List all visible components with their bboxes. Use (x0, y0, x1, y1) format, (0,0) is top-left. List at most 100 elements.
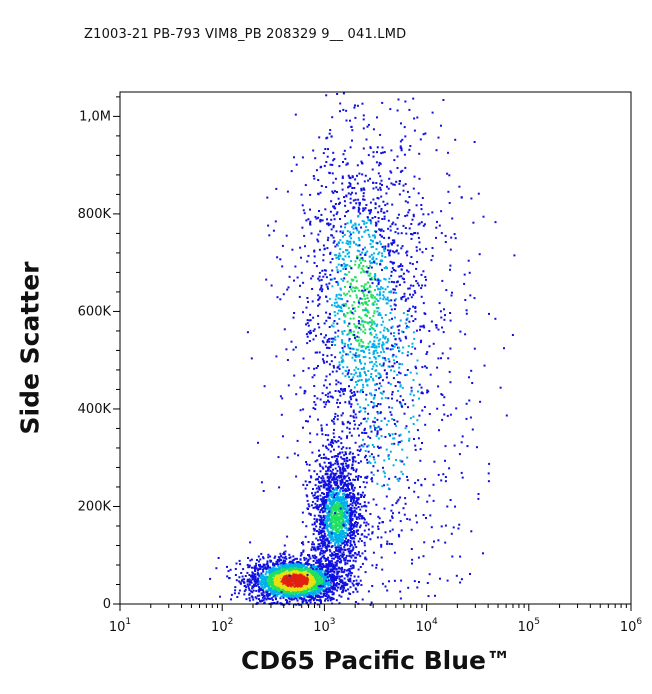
data-point (313, 261, 316, 264)
data-point (338, 391, 341, 394)
data-point (386, 327, 389, 330)
data-point (262, 587, 265, 590)
data-point (386, 338, 389, 340)
data-point (312, 338, 315, 341)
data-point (335, 506, 338, 509)
data-point (331, 531, 334, 534)
data-point (364, 298, 367, 300)
data-point (346, 548, 349, 551)
data-point (339, 510, 341, 513)
data-point (266, 560, 269, 563)
data-point (324, 589, 327, 592)
data-point (318, 463, 321, 466)
data-point (365, 509, 367, 512)
data-point (260, 552, 263, 555)
data-point (260, 592, 263, 595)
data-point (257, 555, 260, 558)
data-point (316, 473, 319, 476)
data-point (344, 314, 347, 317)
data-point (327, 525, 330, 528)
data-point (323, 582, 326, 585)
data-point (342, 495, 345, 498)
data-point (423, 223, 426, 226)
data-point (339, 270, 342, 273)
data-point (341, 575, 344, 578)
data-point (338, 580, 341, 583)
data-point (289, 576, 292, 579)
data-point (357, 299, 360, 302)
data-point (335, 526, 338, 529)
data-point (376, 299, 379, 302)
data-point (270, 597, 273, 600)
data-point (321, 581, 324, 584)
data-point (317, 485, 320, 488)
data-point (341, 553, 344, 556)
data-point (334, 190, 336, 193)
data-point (234, 586, 237, 589)
data-point (354, 310, 357, 313)
data-point (327, 487, 330, 490)
data-point (366, 297, 369, 299)
data-point (295, 574, 297, 577)
data-point (343, 559, 346, 562)
data-point (347, 588, 350, 591)
data-point (293, 565, 296, 568)
data-point (332, 492, 334, 495)
data-point (247, 585, 250, 588)
data-point (272, 590, 275, 593)
data-point (333, 571, 336, 574)
data-point (319, 595, 322, 598)
data-point (336, 560, 339, 563)
data-point (343, 468, 346, 471)
data-point (390, 242, 393, 245)
data-point (339, 470, 342, 473)
data-point (332, 159, 335, 162)
data-point (264, 566, 267, 569)
data-point (275, 577, 278, 580)
data-point (332, 592, 335, 595)
data-point (424, 284, 427, 287)
data-point (343, 507, 346, 510)
data-point (337, 465, 340, 468)
data-point (329, 395, 332, 398)
data-point (303, 585, 306, 587)
data-point (296, 573, 299, 575)
data-point (369, 262, 372, 265)
data-point (329, 531, 332, 534)
data-point (271, 572, 274, 575)
data-point (318, 563, 321, 566)
data-point (328, 363, 331, 366)
data-point (360, 189, 363, 192)
data-point (275, 583, 278, 585)
data-point (325, 503, 328, 506)
data-point (344, 511, 347, 514)
data-point (321, 583, 324, 586)
data-point (261, 588, 264, 591)
data-point (347, 307, 350, 310)
data-point (299, 565, 302, 568)
data-point (367, 274, 370, 277)
data-point (329, 450, 332, 453)
data-point (335, 383, 338, 386)
data-point (400, 149, 403, 152)
data-point (329, 574, 331, 576)
data-point (304, 566, 307, 569)
data-point (299, 587, 302, 590)
data-point (329, 251, 332, 254)
data-point (355, 475, 358, 478)
data-point (266, 591, 269, 594)
data-point (267, 553, 270, 556)
data-point (343, 557, 345, 560)
data-point (301, 585, 303, 588)
data-point (308, 340, 311, 342)
data-point (248, 593, 251, 596)
data-point (317, 588, 320, 591)
data-point (358, 336, 361, 339)
data-point (325, 588, 328, 590)
data-point (337, 304, 340, 307)
data-point (312, 316, 315, 319)
data-point (286, 591, 289, 594)
data-point (327, 466, 329, 469)
data-point (301, 574, 304, 577)
data-point (269, 573, 272, 576)
